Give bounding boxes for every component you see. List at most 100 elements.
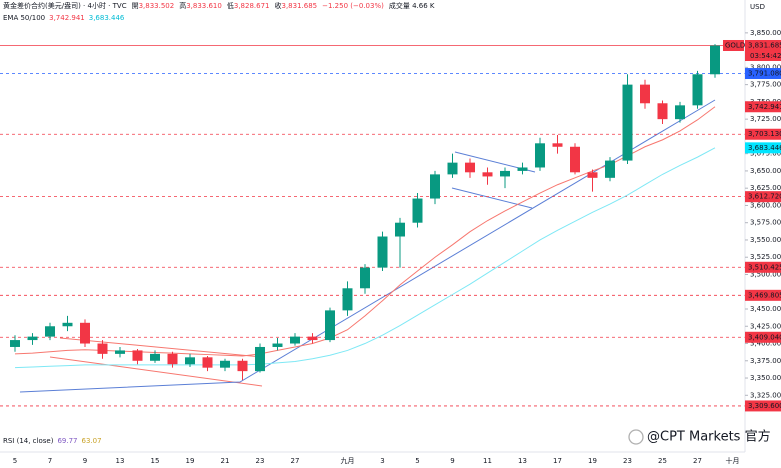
- level-box: [745, 68, 781, 80]
- candle-body: [447, 162, 458, 175]
- candle-body: [657, 103, 668, 120]
- level-label: 3,703.130: [748, 130, 781, 138]
- channel-line: [59, 337, 263, 358]
- candle-body: [115, 350, 125, 354]
- level-box: [745, 289, 781, 301]
- level-box: [745, 331, 781, 343]
- ohlc-key: 高: [179, 1, 186, 10]
- x-tick-label: 3: [380, 457, 384, 465]
- x-tick-label: 9: [450, 457, 454, 465]
- candle-body: [570, 146, 580, 173]
- ema-line: EMA 50/100 3,742.941 3,683.446: [3, 14, 125, 22]
- candle-body: [220, 360, 230, 368]
- channel-line: [451, 187, 533, 209]
- candle-body: [395, 222, 405, 237]
- x-tick-label: 17: [553, 457, 562, 465]
- level-label: 3,510.425: [748, 263, 781, 271]
- candle-body: [640, 84, 650, 104]
- watermark-icon: [628, 429, 644, 445]
- x-tick-label: 十月: [726, 456, 740, 465]
- level-label: 3,309.600: [748, 402, 781, 410]
- x-tick-label: 13: [116, 457, 125, 465]
- y-tick-label: 3,775.000: [750, 81, 781, 89]
- x-tick-label: 27: [291, 457, 300, 465]
- candle-body: [255, 346, 265, 372]
- watermark: @CPT Markets 官方: [647, 429, 771, 445]
- ema-line: [14, 147, 716, 369]
- candle-body: [605, 160, 615, 178]
- candle-body: [290, 336, 300, 344]
- candle-body: [552, 143, 563, 147]
- header-line: 黄金差价合约(美元/盎司) · 4小时 · TVC 開3,833.502 高3,83…: [3, 1, 435, 10]
- x-tick-label: 13: [518, 457, 527, 465]
- change: −1.250 (−0.03%): [322, 2, 384, 10]
- candle-body: [325, 310, 335, 341]
- ohlc-value: 3,833.610: [186, 2, 222, 10]
- countdown-box: [745, 50, 781, 61]
- x-tick-label: 5: [13, 457, 17, 465]
- symbol: 黄金差价合约(美元/盎司) · 4小时 · TVC: [3, 1, 127, 10]
- candle-body: [710, 45, 720, 75]
- candle-body: [342, 288, 353, 311]
- x-tick-label: 九月: [341, 456, 355, 465]
- candle-body: [412, 198, 423, 223]
- x-tick-label: 11: [483, 457, 492, 465]
- y-tick-label: 3,800.000: [750, 63, 781, 71]
- level-label: 3,791.080: [748, 70, 781, 78]
- rsi-value: 69.77: [57, 437, 77, 445]
- ohlc-value: 3,828.671: [234, 2, 270, 10]
- y-tick-label: 3,850.000: [750, 29, 781, 37]
- y-tick-label: 3,600.000: [750, 201, 781, 209]
- drawings: [19, 99, 716, 393]
- trend-line: [19, 99, 716, 393]
- candle-body: [535, 143, 545, 168]
- candle-body: [132, 350, 143, 361]
- level-box: [745, 400, 781, 412]
- candle-body: [45, 326, 55, 337]
- symbol-badge: GOLD: [725, 41, 745, 49]
- candle-body: [482, 172, 493, 177]
- rsi-line: RSI (14, close) 69.77 63.07: [3, 437, 102, 445]
- ohlc-value: 3,831.685: [282, 2, 318, 10]
- ema-title: EMA 50/100: [3, 14, 45, 22]
- ema-value: 3,683.446: [89, 14, 125, 22]
- y-tick-label: 3,575.000: [750, 219, 781, 227]
- y-tick-label: 3,400.000: [750, 340, 781, 348]
- level-box: [745, 128, 781, 140]
- ema-line: [14, 106, 716, 357]
- y-tick-label: 3,625.000: [750, 184, 781, 192]
- candle-body: [675, 105, 685, 120]
- candle-body: [377, 236, 388, 268]
- level-label: 3,612.720: [748, 193, 781, 201]
- candle-body: [692, 74, 703, 106]
- candle-body: [202, 357, 213, 368]
- candle-body: [500, 170, 510, 177]
- y-tick-label: 3,350.000: [750, 374, 781, 382]
- y-tick-label: 3,375.000: [750, 357, 781, 365]
- y-tick-label: 3,425.000: [750, 322, 781, 330]
- x-tick-label: 19: [588, 457, 597, 465]
- level-label: 3,742.941: [748, 103, 781, 111]
- ohlc-key: 開: [132, 2, 139, 10]
- level-label: 3,683.446: [748, 144, 781, 152]
- currency: USD: [750, 3, 765, 11]
- x-tick-label: 5: [415, 457, 419, 465]
- candle-body: [587, 172, 598, 178]
- rsi-title: RSI (14, close): [3, 437, 54, 445]
- candle-body: [185, 357, 195, 365]
- candle-body: [150, 353, 160, 361]
- y-tick-label: 3,675.000: [750, 150, 781, 158]
- x-tick-label: 23: [623, 457, 632, 465]
- candle-body: [97, 343, 108, 354]
- channel-line: [49, 356, 263, 387]
- x-tick-label: 19: [186, 457, 195, 465]
- x-tick-label: 15: [151, 457, 160, 465]
- x-tick-label: 25: [658, 457, 667, 465]
- candle-body: [360, 267, 370, 289]
- candle-body: [272, 343, 283, 347]
- y-tick-label: 3,525.000: [750, 253, 781, 261]
- ohlc-value: 3,833.502: [139, 2, 175, 10]
- candle-body: [10, 340, 20, 347]
